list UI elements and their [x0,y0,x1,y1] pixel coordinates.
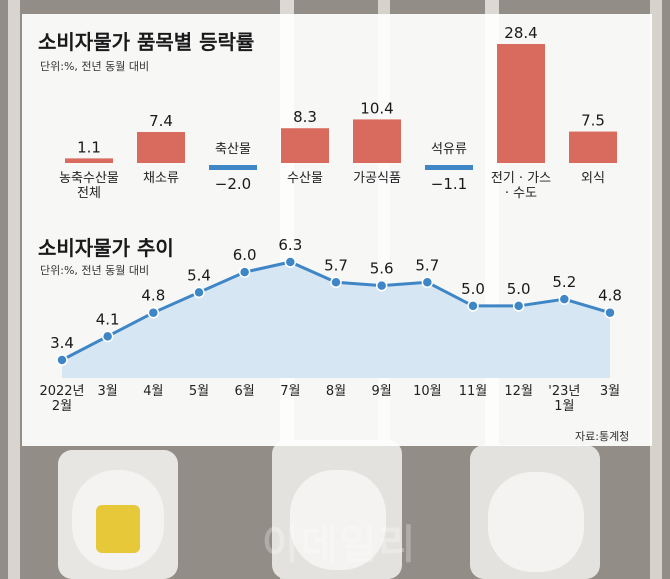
x-tick-label-4: 5월 [188,384,210,399]
bar-3 [209,165,257,170]
bar-1 [65,158,113,163]
bar-value-label-1: 1.1 [77,138,101,156]
data-point-5 [238,266,251,278]
bar-value-label-8: 7.5 [581,112,605,130]
data-label-11: 5.0 [507,280,531,298]
bar-8 [569,131,617,163]
x-tick-label-7: 8월 [325,384,347,399]
bar-5 [353,119,401,163]
bar-value-label-3: −2.0 [215,175,251,193]
bar-4 [281,128,329,163]
bar-value-label-5: 10.4 [360,99,393,117]
data-label-3: 4.8 [141,287,165,305]
data-point-12 [558,293,571,305]
bar-category-label-7: 전기 · 가스 · 수도 [490,171,552,201]
area-fill [62,262,610,378]
bar-category-label-5: 가공식품 [353,171,401,186]
data-label-9: 5.7 [415,256,439,274]
x-tick-label-8: 9월 [371,384,392,399]
data-point-9 [421,276,434,289]
data-point-7 [330,276,342,289]
meter-center [272,440,402,579]
line-chart-unit: 단위:%, 전년 동월 대비 [40,264,150,277]
bar-category-label-6: 석유류 [431,142,467,157]
x-tick-label-6: 7월 [280,384,301,399]
bar-chart: 1.1 7.4 −2.0 8.3 10.4 −1.1 28.4 7.5 [65,24,617,193]
x-tick-label-3: 4월 [143,384,164,399]
bar-category-label-2: 채소류 [143,171,179,186]
bar-category-label-3: 축산물 [215,142,251,157]
bar-6 [425,165,473,170]
data-point-2 [101,330,114,343]
data-point-10 [467,300,479,312]
x-tick-label-13: 3월 [599,384,621,399]
line-chart: 3.4 4.1 4.8 5.4 6.0 6.3 5.7 5.6 5.7 5.0 5.0 5.2 4.8 [50,236,622,378]
x-tick-label-1: 2022년 2월 [39,384,85,414]
data-label-4: 5.4 [187,266,211,284]
data-label-12: 5.2 [552,273,576,291]
bar-category-label-1: 농축수산물 전체 [59,171,119,201]
data-point-6 [284,256,297,268]
data-point-11 [512,300,525,312]
data-label-1: 3.4 [50,334,74,352]
data-label-13: 4.8 [598,287,622,305]
bar-value-label-2: 7.4 [149,112,173,130]
bar-7 [497,44,545,163]
x-tick-label-11: 12월 [504,384,533,399]
x-tick-label-2: 3월 [97,384,118,399]
bar-2 [137,131,185,163]
data-label-8: 5.6 [370,260,394,278]
data-point-13 [604,306,616,319]
data-label-6: 6.3 [278,236,302,254]
bar-chart-title: 소비자물가 품목별 등락률 [38,30,255,54]
data-point-3 [147,306,160,319]
data-label-5: 6.0 [233,246,257,264]
bar-value-label-6: −1.1 [431,175,467,193]
data-label-10: 5.0 [461,280,485,298]
meter-left [58,450,178,579]
data-point-4 [193,286,205,299]
source-note: 자료:통계청 [575,430,630,443]
bar-category-label-4: 수산물 [287,171,323,186]
x-tick-label-5: 6월 [234,384,255,399]
meter-right [470,445,600,579]
bar-chart-unit: 단위:%, 전년 동월 대비 [40,60,150,73]
bar-category-label-8: 외식 [581,171,605,186]
bar-value-label-7: 28.4 [504,24,537,42]
line-chart-title: 소비자물가 추이 [38,236,174,260]
x-tick-label-10: 11월 [458,384,488,399]
x-tick-label-9: 10월 [413,384,442,399]
data-label-7: 5.7 [324,256,348,274]
data-point-1 [56,354,68,366]
x-tick-label-12: '23년 1월 [548,384,581,414]
watermark: 이데일리 [262,522,418,568]
data-label-2: 4.1 [96,310,120,328]
data-point-8 [375,279,388,292]
bar-value-label-4: 8.3 [293,108,317,126]
